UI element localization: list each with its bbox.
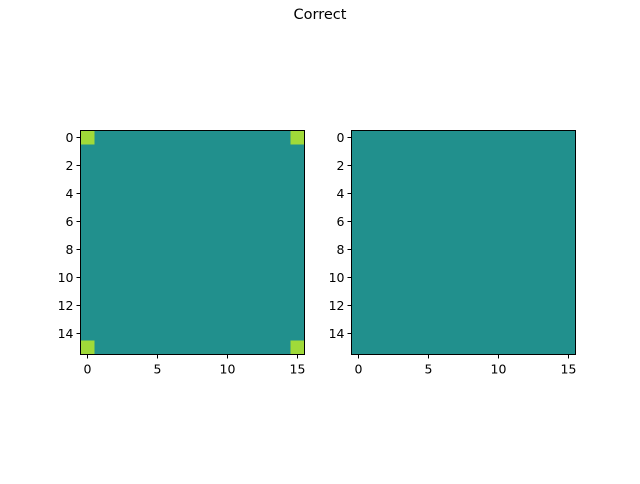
- y-tick-label: 0: [337, 130, 345, 145]
- y-tick-label: 8: [66, 242, 74, 257]
- heatmap-axes-1: 0 5 10 15 0 2 4 6 8 10 12 14: [58, 130, 306, 377]
- x-tick-label: 5: [154, 362, 162, 377]
- x-tick-label: 0: [84, 362, 92, 377]
- y-tick-label: 6: [337, 214, 345, 229]
- axes-frame: [80, 130, 305, 355]
- y-tick-label: 2: [66, 158, 74, 173]
- y-tick-label: 8: [337, 242, 345, 257]
- heatmap-axes-2: 0 5 10 15 0 2 4 6 8 10 12 14: [329, 130, 577, 377]
- heatmap-base: [80, 130, 305, 355]
- x-tick-label: 0: [355, 362, 363, 377]
- figure-title: Correct: [293, 7, 347, 23]
- y-tick-label: 10: [58, 270, 74, 285]
- heatmap-cell: [290, 340, 305, 355]
- axes-frame: [351, 130, 576, 355]
- x-tick-label: 15: [290, 362, 306, 377]
- y-tick-label: 14: [329, 326, 345, 341]
- y-tick-label: 0: [66, 130, 74, 145]
- y-tick-label: 10: [329, 270, 345, 285]
- y-tick-label: 12: [329, 298, 345, 313]
- y-tick-label: 6: [66, 214, 74, 229]
- x-tick-label: 5: [425, 362, 433, 377]
- x-tick-label: 10: [220, 362, 236, 377]
- heatmap-cell: [80, 130, 95, 145]
- y-tick-label: 4: [66, 186, 74, 201]
- heatmap-base: [351, 130, 576, 355]
- y-tick-label: 2: [337, 158, 345, 173]
- y-tick-label: 12: [58, 298, 74, 313]
- x-tick-label: 15: [561, 362, 577, 377]
- y-tick-label: 14: [58, 326, 74, 341]
- y-tick-label: 4: [337, 186, 345, 201]
- x-tick-label: 10: [491, 362, 507, 377]
- heatmap-cell: [80, 340, 95, 355]
- heatmap-cell: [290, 130, 305, 145]
